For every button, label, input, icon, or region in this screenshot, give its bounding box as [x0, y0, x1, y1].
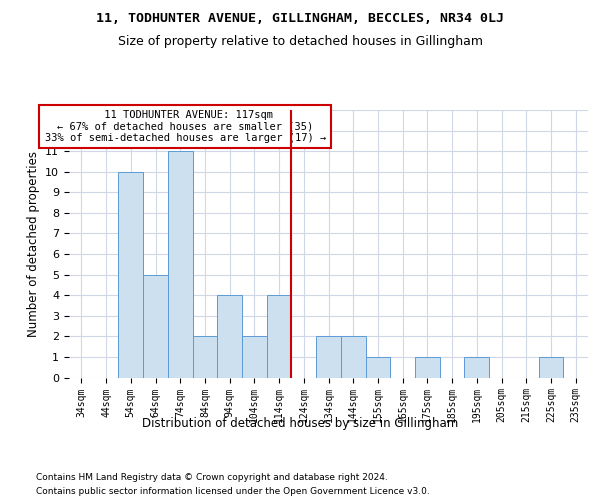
Y-axis label: Number of detached properties: Number of detached properties — [26, 151, 40, 337]
Bar — [143, 274, 168, 378]
Bar — [415, 357, 440, 378]
Text: Contains HM Land Registry data © Crown copyright and database right 2024.: Contains HM Land Registry data © Crown c… — [36, 472, 388, 482]
Bar — [539, 357, 563, 378]
Text: Size of property relative to detached houses in Gillingham: Size of property relative to detached ho… — [118, 35, 482, 48]
Bar — [464, 357, 489, 378]
Text: Distribution of detached houses by size in Gillingham: Distribution of detached houses by size … — [142, 418, 458, 430]
Bar — [118, 172, 143, 378]
Text: Contains public sector information licensed under the Open Government Licence v3: Contains public sector information licen… — [36, 488, 430, 496]
Text: 11 TODHUNTER AVENUE: 117sqm
← 67% of detached houses are smaller (35)
33% of sem: 11 TODHUNTER AVENUE: 117sqm ← 67% of det… — [44, 110, 326, 143]
Bar — [193, 336, 217, 378]
Bar — [365, 357, 390, 378]
Text: 11, TODHUNTER AVENUE, GILLINGHAM, BECCLES, NR34 0LJ: 11, TODHUNTER AVENUE, GILLINGHAM, BECCLE… — [96, 12, 504, 26]
Bar — [217, 295, 242, 378]
Bar — [341, 336, 365, 378]
Bar — [242, 336, 267, 378]
Bar — [267, 295, 292, 378]
Bar — [168, 151, 193, 378]
Bar — [316, 336, 341, 378]
